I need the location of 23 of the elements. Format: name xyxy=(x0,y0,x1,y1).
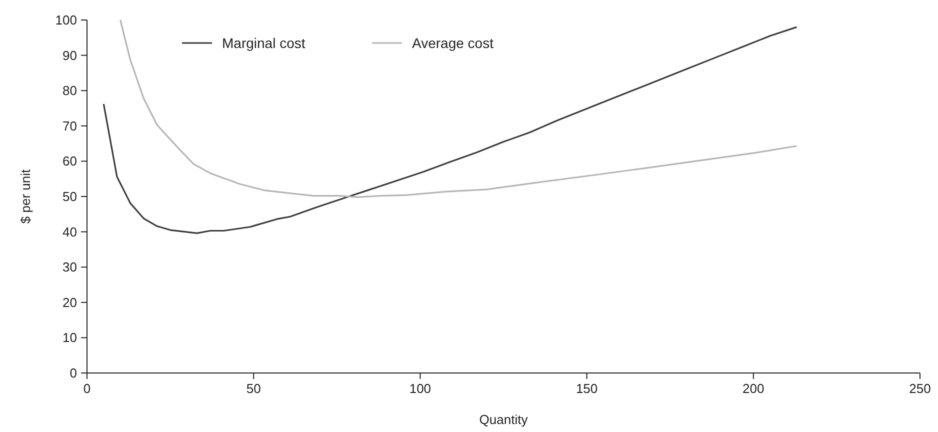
x-tick-label: 50 xyxy=(246,381,261,396)
x-tick-label: 200 xyxy=(742,381,764,396)
y-tick-label: 40 xyxy=(62,224,77,240)
x-tick-label: 0 xyxy=(83,381,91,396)
x-tick-label: 250 xyxy=(909,381,931,396)
line-series xyxy=(102,26,798,234)
y-tick-label: 30 xyxy=(62,260,77,275)
line-series xyxy=(120,19,798,198)
x-tick-label: 150 xyxy=(576,381,598,396)
y-tick-label: 10 xyxy=(62,330,77,346)
y-axis-title: $ per unit xyxy=(18,169,33,224)
y-tick-label: 100 xyxy=(55,12,77,28)
legend-label: Average cost xyxy=(412,35,494,51)
y-tick-label: 0 xyxy=(70,366,77,380)
y-tick-label: 60 xyxy=(62,154,77,169)
y-tick-label: 50 xyxy=(62,189,77,204)
x-tick-label: 100 xyxy=(409,381,432,396)
y-tick-label: 80 xyxy=(62,83,77,98)
y-tick-label: 70 xyxy=(62,118,77,134)
x-axis-title: Quantity xyxy=(479,412,528,427)
y-tick-label: 20 xyxy=(62,294,77,310)
legend-label: Marginal cost xyxy=(222,35,306,51)
y-tick-label: 90 xyxy=(62,48,77,63)
